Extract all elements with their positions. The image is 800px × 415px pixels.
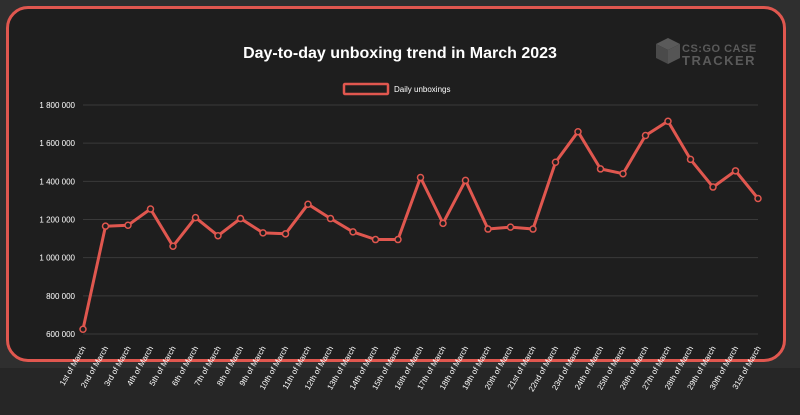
data-point[interactable]: [416, 173, 425, 182]
footer-band: [0, 368, 800, 415]
chart-card: [6, 6, 786, 362]
y-tick-label: 600 000: [46, 330, 75, 339]
data-point[interactable]: [236, 214, 245, 223]
series-layer: [79, 117, 762, 333]
y-tick-label: 1 400 000: [39, 177, 75, 186]
y-tick-label: 1 800 000: [39, 101, 75, 110]
data-point[interactable]: [101, 222, 110, 230]
legend-swatch: [342, 82, 390, 96]
data-point[interactable]: [304, 200, 312, 208]
data-point[interactable]: [169, 242, 177, 250]
data-point[interactable]: [484, 225, 492, 233]
y-axis-ticks: 600 000 800 000 1 000 000 1 200 000 1 400 00…: [39, 101, 75, 339]
brand-line1: CS:GO CASE: [682, 43, 757, 55]
data-point[interactable]: [191, 213, 200, 222]
data-point[interactable]: [619, 169, 627, 178]
grid-layer: [83, 104, 758, 335]
box-icon: [656, 38, 680, 64]
data-point[interactable]: [574, 127, 582, 136]
legend: Daily unboxings: [342, 82, 450, 96]
data-point[interactable]: [124, 221, 132, 229]
data-point[interactable]: [709, 183, 717, 191]
data-point[interactable]: [214, 231, 222, 240]
legend-label: Daily unboxings: [394, 85, 450, 94]
data-point[interactable]: [731, 167, 740, 175]
data-point[interactable]: [394, 235, 402, 244]
data-point[interactable]: [259, 229, 267, 237]
data-point[interactable]: [686, 155, 695, 164]
data-point[interactable]: [349, 228, 357, 236]
data-point[interactable]: [664, 117, 672, 125]
data-point[interactable]: [371, 235, 380, 244]
brand-logo: CS:GO CASE TRACKER: [656, 38, 757, 68]
data-point[interactable]: [439, 219, 447, 228]
data-point[interactable]: [551, 158, 560, 166]
brand-line2: TRACKER: [682, 53, 756, 68]
y-tick-label: 1 000 000: [39, 254, 75, 263]
data-point[interactable]: [326, 214, 335, 223]
data-point[interactable]: [596, 165, 605, 173]
y-tick-label: 1 200 000: [39, 216, 75, 225]
chart-title: Day-to-day unboxing trend in March 2023: [243, 45, 557, 62]
data-point[interactable]: [281, 230, 290, 238]
data-point[interactable]: [529, 225, 537, 233]
y-tick-label: 800 000: [46, 292, 75, 301]
data-point[interactable]: [506, 223, 515, 231]
series-line: [81, 119, 760, 330]
data-point[interactable]: [79, 325, 87, 333]
y-tick-label: 1 600 000: [39, 139, 75, 148]
data-point[interactable]: [641, 131, 650, 140]
data-point[interactable]: [461, 176, 470, 185]
data-point[interactable]: [146, 205, 155, 213]
data-point[interactable]: [754, 194, 762, 203]
